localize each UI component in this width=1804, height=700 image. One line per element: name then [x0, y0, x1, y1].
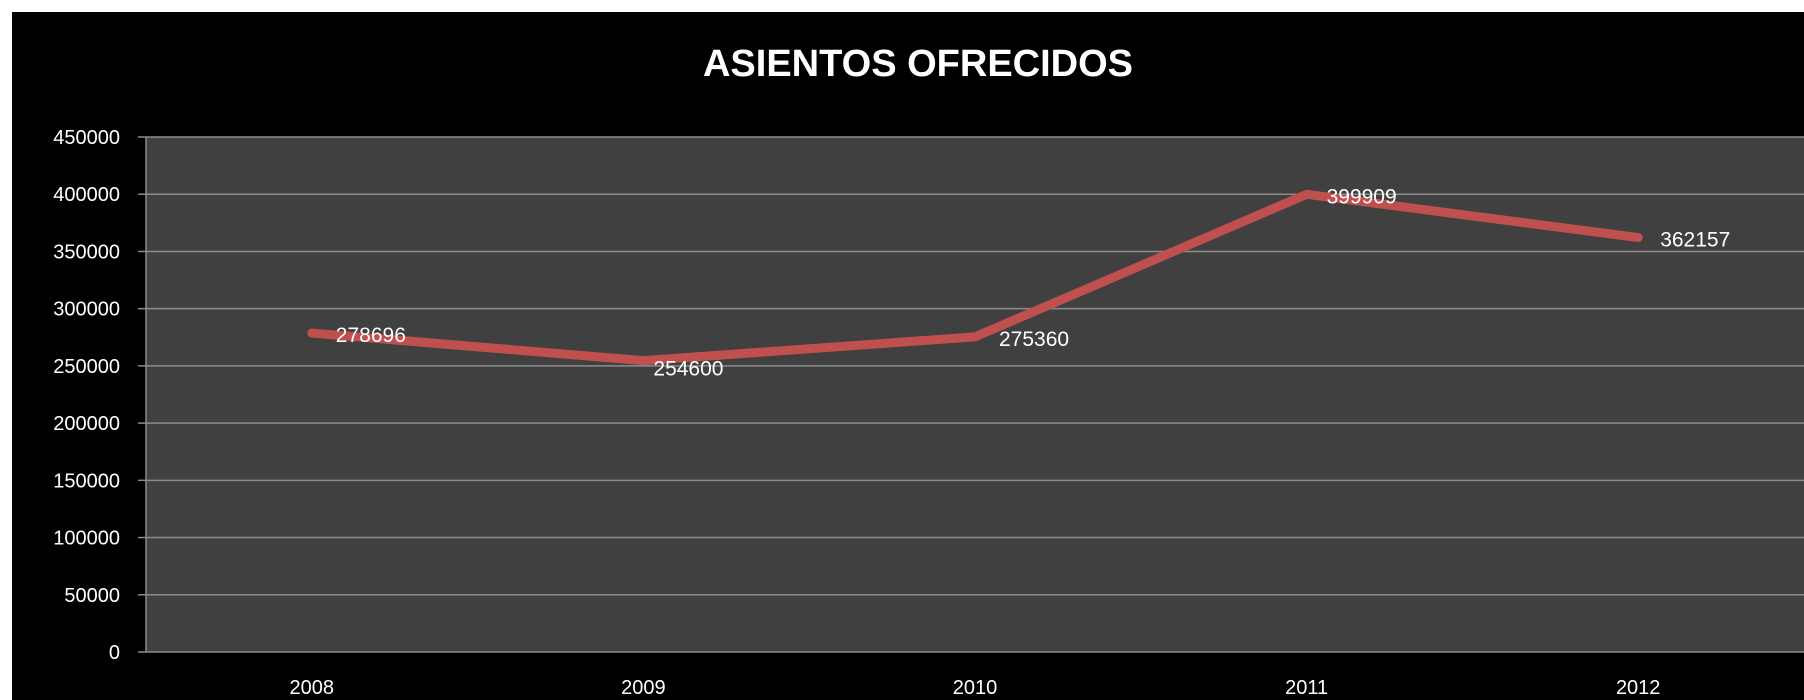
data-label: 362157 [1660, 229, 1730, 252]
y-tick-label: 450000 [53, 127, 120, 149]
top-strip [0, 0, 1804, 12]
y-tick-label: 300000 [53, 299, 120, 321]
x-tick-label: 2011 [1285, 677, 1328, 699]
data-label: 275360 [999, 328, 1069, 351]
y-tick-label: 250000 [53, 356, 120, 378]
chart-title: ASIENTOS OFRECIDOS [703, 43, 1133, 85]
data-label: 254600 [653, 358, 723, 381]
x-tick-label: 2009 [621, 677, 666, 699]
y-tick-label: 0 [109, 642, 120, 664]
y-tick-label: 400000 [53, 184, 120, 206]
x-tick-label: 2008 [290, 677, 335, 699]
y-tick-label: 50000 [64, 585, 120, 607]
x-tick-label: 2012 [1616, 677, 1661, 699]
y-tick-label: 200000 [53, 413, 120, 435]
series-line [307, 189, 1643, 366]
y-tick-label: 100000 [53, 528, 120, 550]
axes [145, 137, 1804, 653]
series-line-group [307, 189, 1643, 366]
y-axis-tick-labels: 0 50000 100000 150000 200000 250000 300000 3500… [53, 127, 120, 664]
data-label: 278696 [336, 324, 406, 347]
y-tick-label: 350000 [53, 241, 120, 263]
y-tick-label: 150000 [53, 470, 120, 492]
gridlines [138, 136, 1804, 653]
data-labels: 278696 254600 275360 399909 362157 [336, 185, 1730, 380]
x-tick-label: 2010 [953, 677, 998, 699]
data-label: 399909 [1327, 185, 1397, 208]
x-axis-tick-labels: 2008 2009 2010 2011 2012 [290, 677, 1661, 699]
plot-area [146, 137, 1804, 652]
